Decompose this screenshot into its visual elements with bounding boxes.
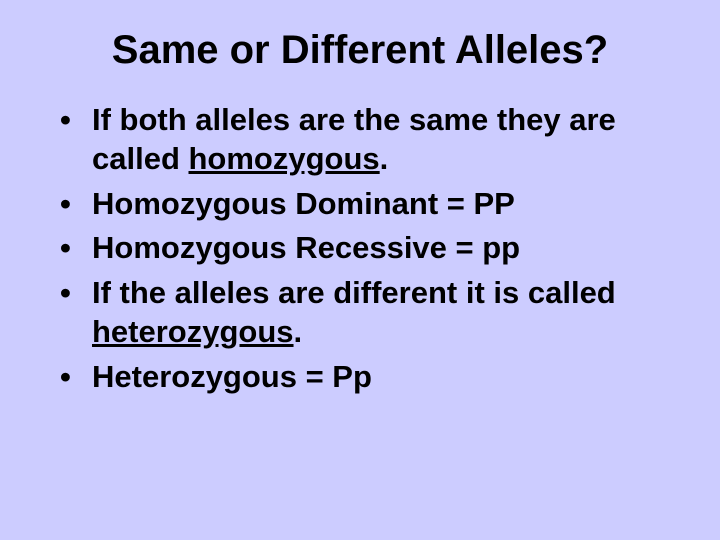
bullet-text-prefix: If the alleles are different it is calle…: [92, 275, 616, 310]
bullet-text-underlined: homozygous: [189, 141, 380, 176]
list-item: Heterozygous = Pp: [60, 358, 680, 397]
bullet-text-suffix: .: [294, 314, 303, 349]
list-item: Homozygous Recessive = pp: [60, 229, 680, 268]
slide-title: Same or Different Alleles?: [40, 28, 680, 73]
bullet-text-prefix: Homozygous Dominant = PP: [92, 186, 515, 221]
bullet-text-underlined: heterozygous: [92, 314, 294, 349]
bullet-text-prefix: Heterozygous = Pp: [92, 359, 372, 394]
bullet-list: If both alleles are the same they are ca…: [40, 101, 680, 396]
bullet-text-suffix: .: [380, 141, 389, 176]
bullet-text-prefix: Homozygous Recessive = pp: [92, 230, 520, 265]
list-item: Homozygous Dominant = PP: [60, 185, 680, 224]
list-item: If the alleles are different it is calle…: [60, 274, 680, 352]
list-item: If both alleles are the same they are ca…: [60, 101, 680, 179]
